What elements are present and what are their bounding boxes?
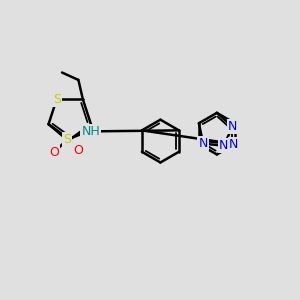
Text: O: O bbox=[73, 144, 83, 157]
Text: S: S bbox=[63, 133, 71, 146]
Text: N: N bbox=[199, 137, 208, 150]
Text: N: N bbox=[219, 139, 229, 152]
Text: O: O bbox=[50, 146, 59, 159]
Text: N: N bbox=[228, 120, 237, 133]
Text: S: S bbox=[52, 93, 61, 106]
Text: NH: NH bbox=[81, 125, 100, 138]
Text: N: N bbox=[229, 138, 238, 151]
